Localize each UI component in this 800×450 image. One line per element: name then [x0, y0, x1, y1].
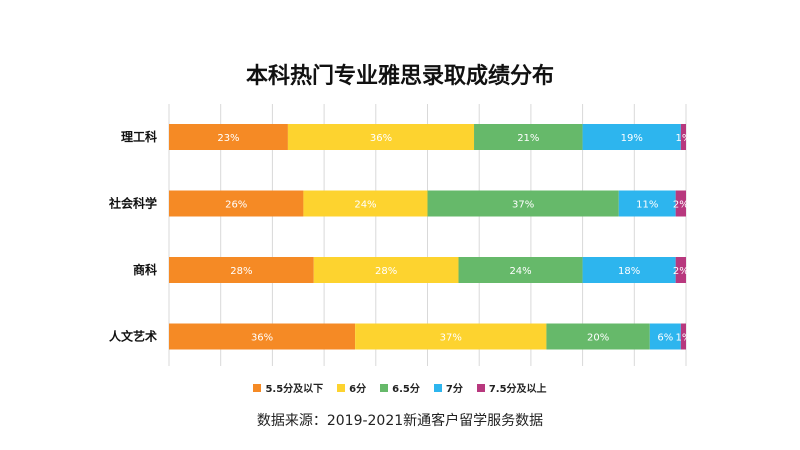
data-label: 18% [618, 266, 640, 277]
legend: 5.5分及以下 6分 6.5分 7分 7.5分及以上 [0, 380, 800, 395]
legend-item: 6.5分 [380, 380, 420, 395]
bar-segment [427, 190, 619, 217]
legend-item: 5.5分及以下 [253, 380, 323, 395]
legend-swatch [337, 383, 346, 392]
bars: 23% 36% 21% 19% 1% 26% 24% 37% 11% 2% 28% 28% 24% 18%… [169, 124, 691, 350]
data-label: 1% [675, 333, 691, 344]
data-label: 23% [217, 133, 239, 144]
bar-segment [582, 124, 681, 150]
legend-item: 6分 [337, 380, 366, 395]
data-label: 28% [375, 266, 397, 277]
data-label: 28% [230, 266, 252, 277]
data-label: 24% [509, 266, 531, 277]
legend-swatch [476, 383, 485, 392]
data-label: 21% [517, 133, 539, 144]
bar-segment [169, 323, 356, 350]
data-label: 6% [657, 333, 673, 344]
bar-segment [169, 190, 304, 217]
data-label: 36% [251, 333, 273, 344]
legend-label: 7分 [445, 384, 463, 395]
source-note: 数据来源：2019-2021新通客户留学服务数据 [256, 413, 544, 429]
data-label: 20% [587, 333, 609, 344]
bar-segment [287, 124, 475, 150]
legend-label: 5.5分及以下 [265, 384, 324, 395]
legend-label: 6分 [349, 384, 367, 395]
data-label: 37% [440, 333, 462, 344]
legend-swatch [433, 383, 442, 392]
legend-swatch [253, 383, 262, 392]
data-label: 1% [675, 133, 691, 144]
legend-label: 7.5分及以上 [488, 384, 547, 395]
legend-swatch [380, 383, 389, 392]
legend-label: 6.5分 [392, 384, 420, 395]
bar-segment [618, 190, 676, 217]
bar-segment [458, 257, 583, 283]
data-label: 2% [673, 266, 689, 277]
data-label: 2% [673, 200, 689, 211]
data-label: 11% [636, 200, 658, 211]
bar-segment [649, 323, 681, 350]
bar-segment [680, 124, 686, 150]
bar-segment [582, 257, 676, 283]
category-label: 理工科 [121, 129, 157, 144]
bar-segment [355, 323, 547, 350]
data-label: 19% [621, 133, 643, 144]
category-label: 社会科学 [108, 196, 157, 211]
data-label: 37% [512, 200, 534, 211]
category-label: 人文艺术 [109, 329, 157, 344]
bar-segment [680, 323, 686, 350]
chart-title: 本科热门专业雅思录取成绩分布 [245, 64, 554, 89]
bar-segment [169, 257, 314, 283]
bar-segment [675, 257, 686, 283]
bar-segment [675, 190, 686, 217]
bar-segment [313, 257, 459, 283]
bar-segment [546, 323, 650, 350]
data-label: 24% [354, 200, 376, 211]
data-label: 36% [370, 133, 392, 144]
bar-segment [303, 190, 428, 217]
data-label: 26% [225, 200, 247, 211]
category-label: 商科 [133, 262, 157, 277]
bar-segment [169, 124, 288, 150]
bar-segment [474, 124, 583, 150]
legend-item: 7分 [433, 380, 463, 395]
legend-item: 7.5分及以上 [476, 380, 547, 395]
